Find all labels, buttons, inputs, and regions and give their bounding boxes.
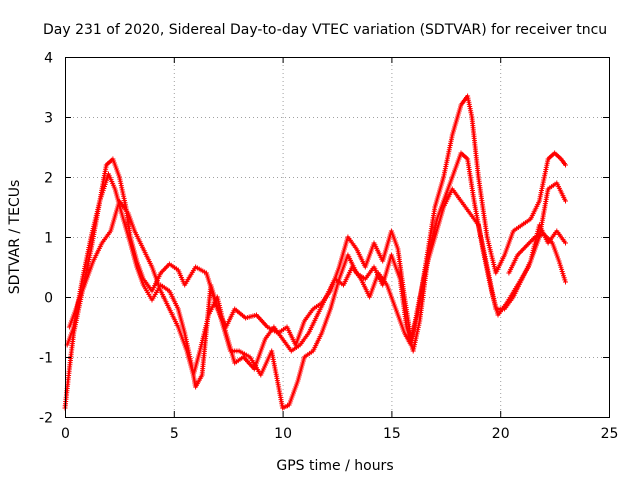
chart-title: Day 231 of 2020, Sidereal Day-to-day VTE… (43, 22, 607, 38)
y-tick-label: 1 (44, 231, 53, 247)
y-tick-label: -2 (39, 411, 53, 427)
x-tick-label: 0 (61, 426, 70, 442)
y-tick-label: -1 (39, 351, 53, 367)
y-tick-label: 2 (44, 171, 53, 187)
plus-markers (64, 150, 568, 411)
y-tick-label: 4 (44, 51, 53, 67)
plus-markers (62, 93, 568, 411)
series-2 (64, 150, 568, 411)
y-tick-label: 3 (44, 111, 53, 127)
x-axis-label: GPS time / hours (276, 458, 393, 474)
plus-markers (506, 231, 568, 285)
series-1 (62, 93, 568, 411)
data-series (62, 93, 568, 411)
x-tick-label: 20 (492, 426, 510, 442)
tick-labels: 0 5 10 15 20 25 -2 -1 0 1 2 3 4 (39, 51, 618, 443)
grid-lines (65, 57, 609, 417)
x-tick-label: 5 (170, 426, 179, 442)
plus-markers (66, 186, 568, 378)
series-4 (506, 231, 568, 285)
series-3 (66, 186, 568, 378)
x-tick-label: 10 (274, 426, 292, 442)
y-tick-label: 0 (44, 291, 53, 307)
axis-ticks (65, 57, 610, 418)
x-tick-label: 15 (383, 426, 401, 442)
y-axis-label: SDTVAR / TECUs (7, 180, 23, 295)
x-tick-label: 25 (601, 426, 619, 442)
